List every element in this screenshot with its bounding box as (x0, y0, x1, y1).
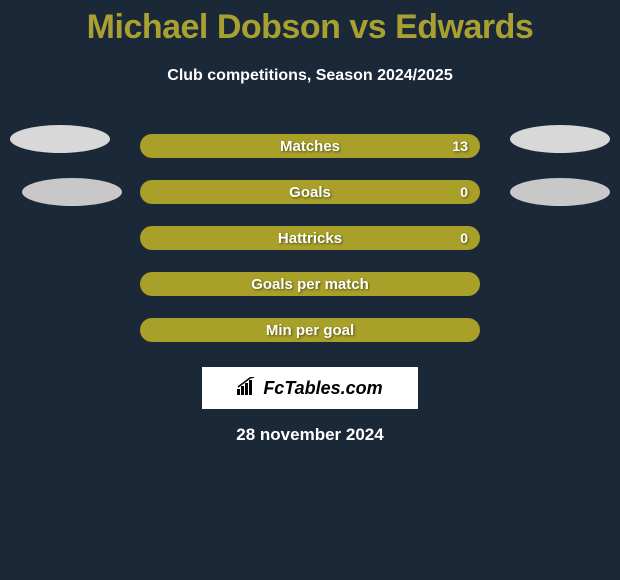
logo-text: FcTables.com (237, 377, 382, 400)
stat-label: Min per goal (266, 322, 354, 339)
stat-bar: Hattricks 0 (140, 226, 480, 250)
stat-label: Goals per match (251, 276, 369, 293)
stat-bar: Min per goal (140, 318, 480, 342)
player1-name: Michael Dobson (87, 8, 341, 46)
logo-label: FcTables.com (263, 378, 382, 399)
stats-container: Matches 13 Goals 0 Hattricks 0 Goals per… (0, 123, 620, 353)
stat-label: Hattricks (278, 230, 342, 247)
chart-icon (237, 377, 259, 400)
stat-bar: Goals per match (140, 272, 480, 296)
stat-label: Matches (280, 138, 340, 155)
page-title: Michael Dobson vs Edwards (0, 0, 620, 47)
vs-text: vs (349, 8, 386, 46)
stat-bar: Matches 13 (140, 134, 480, 158)
stat-bar: Goals 0 (140, 180, 480, 204)
date-text: 28 november 2024 (0, 425, 620, 445)
stat-row-min-per-goal: Min per goal (0, 307, 620, 353)
stat-row-matches: Matches 13 (0, 123, 620, 169)
stat-label: Goals (289, 184, 331, 201)
player2-name: Edwards (395, 8, 533, 46)
logo-box: FcTables.com (202, 367, 418, 409)
stat-value-right: 0 (460, 230, 468, 246)
stat-row-hattricks: Hattricks 0 (0, 215, 620, 261)
stat-row-goals-per-match: Goals per match (0, 261, 620, 307)
stat-value-right: 13 (452, 138, 468, 154)
stat-value-right: 0 (460, 184, 468, 200)
subtitle: Club competitions, Season 2024/2025 (0, 67, 620, 85)
stat-row-goals: Goals 0 (0, 169, 620, 215)
